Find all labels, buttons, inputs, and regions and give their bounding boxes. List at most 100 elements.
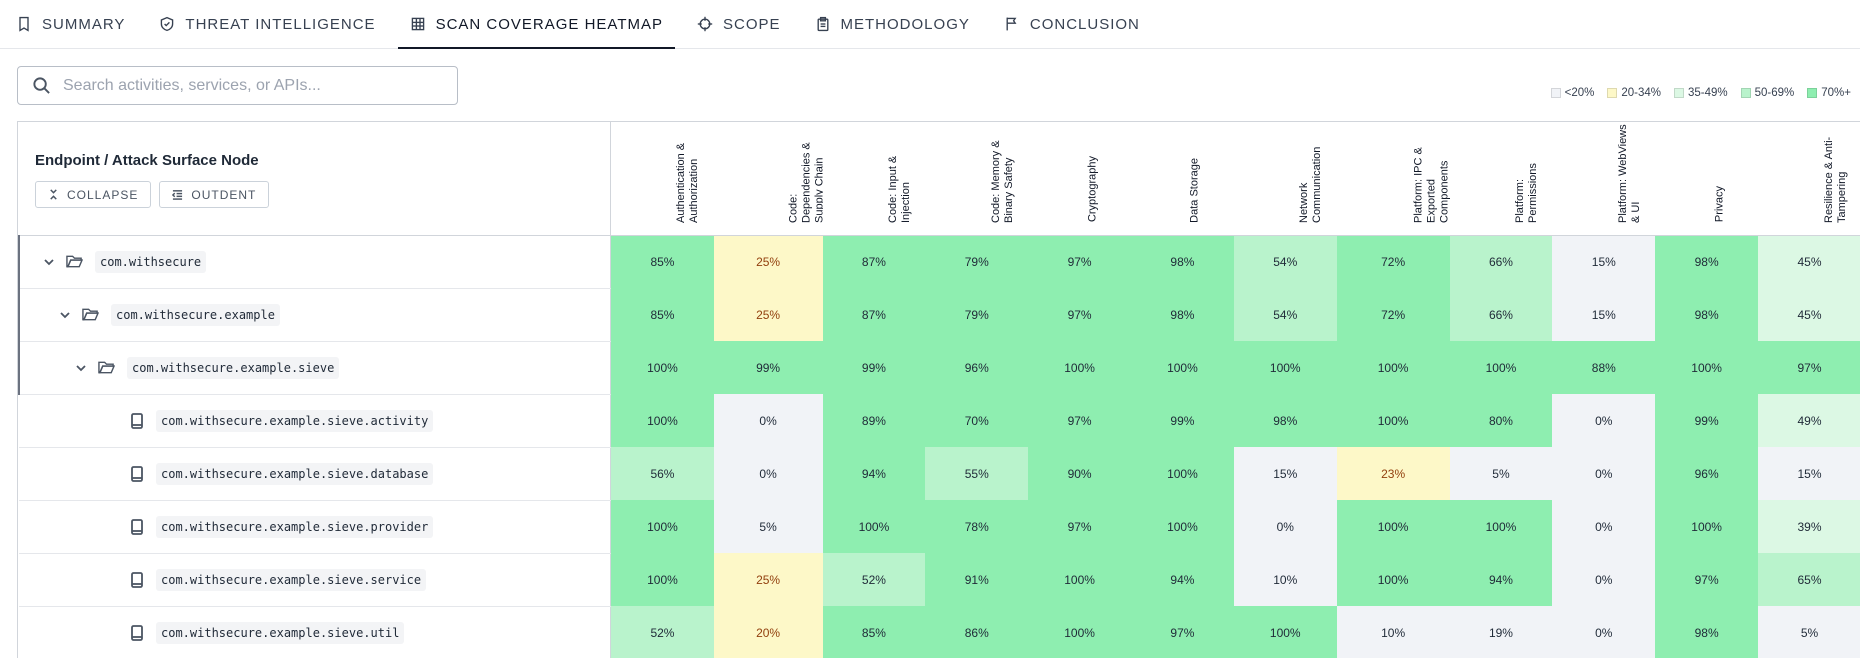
node-cell[interactable]: com.withsecure.example.sieve.activity: [19, 394, 612, 448]
coverage-cell[interactable]: 5%: [1449, 447, 1553, 500]
coverage-cell[interactable]: 97%: [1758, 341, 1860, 394]
coverage-cell[interactable]: 0%: [1552, 606, 1656, 658]
coverage-cell[interactable]: 25%: [713, 553, 823, 606]
coverage-cell[interactable]: 99%: [822, 341, 926, 394]
coverage-cell[interactable]: 65%: [1758, 553, 1860, 606]
coverage-cell[interactable]: 5%: [713, 500, 823, 553]
coverage-cell[interactable]: 15%: [1233, 447, 1337, 500]
coverage-cell[interactable]: 99%: [1655, 394, 1759, 447]
coverage-cell[interactable]: 87%: [822, 288, 926, 341]
tab-conclusion[interactable]: CONCLUSION: [992, 0, 1152, 48]
coverage-cell[interactable]: 100%: [1233, 606, 1337, 658]
coverage-cell[interactable]: 19%: [1449, 606, 1553, 658]
coverage-cell[interactable]: 10%: [1233, 553, 1337, 606]
chevron-down-icon[interactable]: [58, 308, 72, 322]
coverage-cell[interactable]: 97%: [1028, 235, 1131, 288]
coverage-cell[interactable]: 45%: [1758, 235, 1860, 288]
coverage-cell[interactable]: 80%: [1449, 394, 1553, 447]
table-row[interactable]: com.withsecure 85% 25% 87% 79% 97% 98% 54% 72% 66…: [18, 235, 1860, 289]
coverage-cell[interactable]: 100%: [1028, 606, 1131, 658]
coverage-cell[interactable]: 45%: [1758, 288, 1860, 341]
table-row[interactable]: com.withsecure.example.sieve.database 56%…: [19, 447, 1860, 501]
coverage-cell[interactable]: 98%: [1131, 288, 1234, 341]
node-cell[interactable]: com.withsecure.example.sieve: [18, 341, 612, 395]
coverage-cell[interactable]: 100%: [1336, 553, 1450, 606]
coverage-cell[interactable]: 78%: [925, 500, 1029, 553]
coverage-cell[interactable]: 98%: [1655, 288, 1759, 341]
coverage-cell[interactable]: 100%: [1028, 553, 1131, 606]
coverage-cell[interactable]: 94%: [1131, 553, 1234, 606]
search-box[interactable]: [17, 66, 458, 105]
coverage-cell[interactable]: 100%: [610, 500, 714, 553]
coverage-cell[interactable]: 97%: [1131, 606, 1234, 658]
coverage-cell[interactable]: 86%: [925, 606, 1029, 658]
coverage-cell[interactable]: 89%: [822, 394, 926, 447]
coverage-cell[interactable]: 90%: [1028, 447, 1131, 500]
table-row[interactable]: com.withsecure.example.sieve.activity 100…: [19, 394, 1860, 448]
coverage-cell[interactable]: 66%: [1449, 288, 1553, 341]
coverage-cell[interactable]: 0%: [1552, 553, 1656, 606]
coverage-cell[interactable]: 100%: [1131, 500, 1234, 553]
coverage-cell[interactable]: 0%: [1552, 500, 1656, 553]
coverage-cell[interactable]: 99%: [713, 341, 823, 394]
coverage-cell[interactable]: 100%: [610, 341, 714, 394]
tab-summary[interactable]: SUMMARY: [4, 0, 137, 48]
coverage-cell[interactable]: 79%: [925, 288, 1029, 341]
coverage-cell[interactable]: 99%: [1131, 394, 1234, 447]
coverage-cell[interactable]: 23%: [1336, 447, 1450, 500]
coverage-cell[interactable]: 85%: [610, 288, 714, 341]
coverage-cell[interactable]: 91%: [925, 553, 1029, 606]
tab-threat-intelligence[interactable]: THREAT INTELLIGENCE: [147, 0, 387, 48]
coverage-cell[interactable]: 49%: [1758, 394, 1860, 447]
coverage-cell[interactable]: 39%: [1758, 500, 1860, 553]
coverage-cell[interactable]: 72%: [1336, 235, 1450, 288]
tab-scan-coverage-heatmap[interactable]: SCAN COVERAGE HEATMAP: [397, 0, 676, 49]
tab-scope[interactable]: SCOPE: [685, 0, 793, 48]
chevron-down-icon[interactable]: [74, 361, 88, 375]
outdent-button[interactable]: OUTDENT: [159, 181, 270, 208]
node-cell[interactable]: com.withsecure.example.sieve.util: [19, 606, 612, 658]
collapse-button[interactable]: COLLAPSE: [35, 181, 152, 208]
coverage-cell[interactable]: 0%: [1552, 447, 1656, 500]
node-cell[interactable]: com.withsecure: [18, 235, 612, 289]
coverage-cell[interactable]: 97%: [1028, 288, 1131, 341]
coverage-cell[interactable]: 100%: [1028, 341, 1131, 394]
node-cell[interactable]: com.withsecure.example: [18, 288, 612, 342]
node-cell[interactable]: com.withsecure.example.sieve.database: [19, 447, 612, 501]
coverage-cell[interactable]: 94%: [1449, 553, 1553, 606]
coverage-cell[interactable]: 72%: [1336, 288, 1450, 341]
coverage-cell[interactable]: 100%: [1336, 394, 1450, 447]
coverage-cell[interactable]: 25%: [713, 235, 823, 288]
coverage-cell[interactable]: 52%: [610, 606, 714, 658]
coverage-cell[interactable]: 100%: [610, 394, 714, 447]
coverage-cell[interactable]: 85%: [822, 606, 926, 658]
coverage-cell[interactable]: 10%: [1336, 606, 1450, 658]
coverage-cell[interactable]: 100%: [1449, 341, 1553, 394]
coverage-cell[interactable]: 100%: [1336, 341, 1450, 394]
coverage-cell[interactable]: 15%: [1552, 235, 1656, 288]
search-input[interactable]: [63, 76, 423, 95]
coverage-cell[interactable]: 100%: [1449, 500, 1553, 553]
coverage-cell[interactable]: 96%: [925, 341, 1029, 394]
coverage-cell[interactable]: 94%: [822, 447, 926, 500]
coverage-cell[interactable]: 88%: [1552, 341, 1656, 394]
coverage-cell[interactable]: 100%: [1233, 341, 1337, 394]
coverage-cell[interactable]: 15%: [1758, 447, 1860, 500]
coverage-cell[interactable]: 20%: [713, 606, 823, 658]
table-row[interactable]: com.withsecure.example.sieve.provider 100…: [19, 500, 1860, 554]
coverage-cell[interactable]: 5%: [1758, 606, 1860, 658]
coverage-cell[interactable]: 87%: [822, 235, 926, 288]
coverage-cell[interactable]: 100%: [610, 553, 714, 606]
coverage-cell[interactable]: 98%: [1131, 235, 1234, 288]
table-row[interactable]: com.withsecure.example.sieve.service 100%…: [19, 553, 1860, 607]
coverage-cell[interactable]: 97%: [1655, 553, 1759, 606]
coverage-cell[interactable]: 79%: [925, 235, 1029, 288]
coverage-cell[interactable]: 100%: [1655, 341, 1759, 394]
coverage-cell[interactable]: 54%: [1233, 235, 1337, 288]
coverage-cell[interactable]: 98%: [1655, 235, 1759, 288]
coverage-cell[interactable]: 0%: [1552, 394, 1656, 447]
tab-methodology[interactable]: METHODOLOGY: [803, 0, 982, 48]
coverage-cell[interactable]: 100%: [1336, 500, 1450, 553]
coverage-cell[interactable]: 66%: [1449, 235, 1553, 288]
coverage-cell[interactable]: 97%: [1028, 500, 1131, 553]
